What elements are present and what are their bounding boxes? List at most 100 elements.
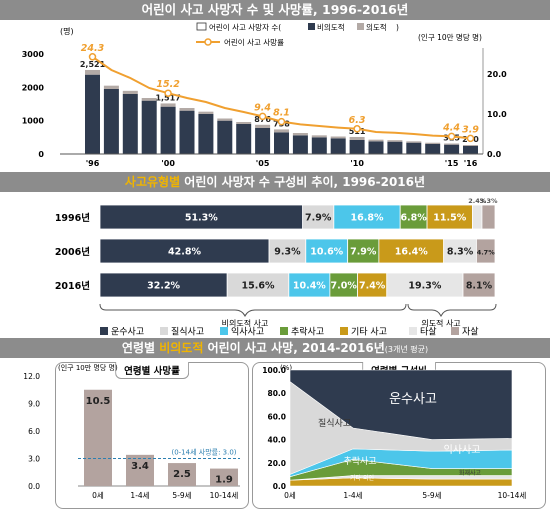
legend-deaths-label: 어린이 사고 사망자 수( bbox=[209, 22, 281, 32]
bar-intentional bbox=[160, 103, 176, 107]
segment-2 bbox=[333, 204, 401, 230]
segment-label: 7.4% bbox=[359, 281, 386, 292]
age-x-label: 5-9세 bbox=[172, 491, 191, 500]
y-tick-label: 9.0 bbox=[28, 400, 40, 409]
composition-y-axis: 100.0 80.0 60.0 40.0 20.0 0.0 bbox=[262, 366, 286, 491]
legend-label: 기타 사고 bbox=[351, 327, 387, 338]
bar-intentional bbox=[103, 85, 119, 89]
deaths-rate-combo-chart: (명) (인구 10만 명당 명) 어린이 사고 사망자 수( 비의도적 의도적… bbox=[22, 22, 507, 168]
segment-label: 51.3% bbox=[185, 213, 218, 224]
bar-intentional bbox=[198, 111, 214, 114]
segment-4 bbox=[426, 204, 473, 230]
bar-nonintentional bbox=[274, 132, 289, 154]
area-label-suffocation: 질식사고 bbox=[318, 417, 351, 429]
bar-nonintentional bbox=[236, 124, 252, 154]
segment-label: 16.4% bbox=[395, 247, 428, 258]
rate-label: 4.4 bbox=[442, 122, 460, 133]
rate-marker bbox=[164, 89, 172, 97]
segment-label: 7.9% bbox=[350, 247, 377, 258]
age-x-label: 0세 bbox=[92, 491, 104, 500]
bar-nonintentional bbox=[444, 144, 460, 154]
age-rate-panel-title: 연령별 사망률 bbox=[115, 362, 189, 379]
bar-intentional bbox=[141, 98, 157, 101]
bar-intentional bbox=[122, 90, 138, 94]
legend-rate-marker bbox=[204, 38, 212, 46]
brace-right bbox=[407, 303, 497, 318]
bar-nonintentional bbox=[368, 141, 384, 154]
bar-nonintentional bbox=[179, 110, 195, 154]
age-x-label: 10-14세 bbox=[210, 491, 239, 500]
type-legend: 운수사고 질식사고 익사사고 추락사고 기타 사고 타살 자살 bbox=[100, 326, 479, 338]
segment-1 bbox=[226, 272, 290, 298]
legend-label: 질식사고 bbox=[171, 326, 204, 338]
bar-intentional bbox=[349, 136, 365, 140]
y-tick-label: 3000 bbox=[22, 50, 45, 59]
bar-nonintentional bbox=[255, 128, 271, 154]
segment-0 bbox=[99, 204, 304, 230]
right-axis: 20.0 10.0 0.0 bbox=[482, 48, 507, 159]
bar-intentional bbox=[330, 136, 346, 139]
legend-swatch bbox=[280, 327, 288, 335]
x-tick-label: 5-9세 bbox=[422, 491, 441, 500]
legend-rate-label: 어린이 사고 사망률 bbox=[224, 37, 284, 47]
segment-4 bbox=[378, 238, 445, 264]
y-tick-label: 2000 bbox=[22, 83, 45, 92]
segment-label: 32.2% bbox=[147, 281, 180, 292]
brace-right-label: 의도적 사고 bbox=[421, 318, 460, 328]
segment-3 bbox=[347, 238, 380, 264]
legend-swatch-nonint bbox=[308, 23, 315, 30]
average-reference-label: (0-14세 사망률: 3.0) bbox=[171, 448, 236, 457]
legend-int-label: 의도적 bbox=[366, 22, 387, 32]
segment-6 bbox=[476, 238, 496, 264]
segment-label: 8.1% bbox=[466, 281, 493, 292]
left-axis: 3000 2000 1000 0 bbox=[22, 50, 45, 159]
legend-box-deaths bbox=[196, 22, 207, 31]
bar-intentional bbox=[444, 143, 460, 145]
rate-marker bbox=[88, 53, 97, 61]
x-axis: '96 '00 '05 '10 '15 '16 bbox=[86, 159, 478, 168]
y-tick-label: 0 bbox=[38, 150, 44, 159]
segment-4 bbox=[357, 272, 388, 298]
composition-x-axis: 0세 1-4세 5-9세 10-14세 bbox=[284, 491, 526, 500]
rate-label: 15.2 bbox=[156, 79, 180, 90]
bar-intentional bbox=[255, 124, 271, 128]
legend-swatch bbox=[100, 327, 108, 335]
bar-nonintentional bbox=[103, 89, 119, 154]
legend-label: 운수사고 bbox=[111, 327, 144, 338]
age-bar bbox=[210, 468, 238, 486]
age-rate-bars: 10.5 0세 3.4 1-4세 2.5 5-9세 1.9 10-14세 bbox=[84, 389, 239, 500]
segment-label: 3.3% bbox=[479, 197, 498, 205]
segment-label: 11.5% bbox=[433, 213, 466, 224]
segment-label: 2.4% bbox=[468, 197, 487, 205]
x-tick-label: 10-14세 bbox=[498, 491, 527, 500]
x-tick-label: '05 bbox=[256, 159, 270, 168]
area-label-fall: 추락사고 bbox=[343, 455, 376, 467]
bar-nonintentional bbox=[425, 144, 441, 154]
legend-swatch bbox=[160, 327, 168, 335]
segment-label: 7.9% bbox=[305, 213, 332, 224]
y-tick-label: 0.0 bbox=[273, 482, 286, 491]
composition-areas bbox=[289, 369, 513, 487]
bar-intentional bbox=[311, 135, 327, 138]
segment-label: 7.0% bbox=[331, 281, 358, 292]
area-운수사고 bbox=[289, 369, 513, 440]
x-tick-label: 1-4세 bbox=[343, 491, 362, 500]
rate-line: 24.3 15.2 9.4 8.1 6.3 4.4 3.9 bbox=[81, 43, 479, 143]
rate-label: 8.1 bbox=[273, 108, 290, 119]
bar-nonintentional bbox=[217, 120, 233, 154]
rate-marker bbox=[447, 132, 456, 141]
bar-total-label: 2,521 bbox=[80, 60, 106, 69]
y-tick-label: 1000 bbox=[22, 117, 45, 126]
legend-swatch bbox=[340, 327, 348, 335]
x-tick-label: 0세 bbox=[284, 491, 296, 500]
segment-0 bbox=[99, 272, 228, 298]
row-label: 2006년 bbox=[55, 246, 90, 258]
y2-tick-label: 0.0 bbox=[487, 150, 502, 159]
bar-intentional bbox=[368, 139, 384, 142]
segment-label: 19.3% bbox=[408, 281, 441, 292]
rate-marker bbox=[466, 134, 475, 143]
bar-intentional bbox=[463, 145, 478, 146]
area-label-other: 기타 외인 bbox=[350, 474, 374, 482]
y-tick-label: 12.0 bbox=[23, 372, 40, 381]
left-unit: (명) bbox=[60, 26, 74, 36]
